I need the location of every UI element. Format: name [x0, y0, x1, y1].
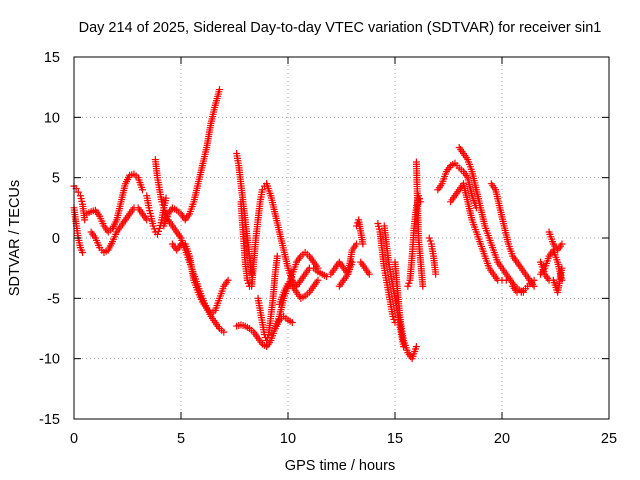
data-point: [258, 186, 266, 194]
series-arc-z: [412, 158, 427, 290]
series-arc-bb: [434, 159, 480, 212]
x-tick-label: 15: [387, 431, 403, 447]
y-tick-label: -10: [39, 352, 60, 368]
data-point: [153, 230, 161, 238]
data-point: [158, 198, 166, 206]
x-tick-label: 10: [280, 431, 296, 447]
data-point: [412, 343, 420, 351]
data-point: [558, 264, 566, 272]
series-arc-t: [357, 258, 373, 278]
y-tick-label: 0: [52, 231, 60, 247]
data-point: [352, 240, 360, 248]
data-point: [273, 252, 281, 260]
series-arc-x: [391, 258, 420, 363]
data-point: [74, 188, 82, 196]
y-tick-label: 5: [52, 171, 60, 187]
y-tick-label: -15: [39, 412, 60, 428]
x-tick-label: 25: [601, 431, 617, 447]
y-tick-label: 15: [44, 50, 60, 66]
data-point-interp: [264, 334, 272, 342]
series-arc-dd: [455, 144, 527, 296]
data-point-interp: [161, 207, 169, 215]
data-point-interp: [390, 315, 398, 323]
data-point: [558, 240, 566, 248]
data-point: [288, 318, 296, 326]
chart-title: Day 214 of 2025, Sidereal Day-to-day VTE…: [79, 20, 602, 36]
x-axis: 0 5 10 15 20 25: [70, 57, 617, 447]
series-arc-a: [70, 182, 89, 224]
data-point-interp: [426, 237, 434, 245]
series-arc-w: [380, 222, 408, 351]
series-arc-o: [263, 180, 331, 290]
data-point-interp: [155, 227, 163, 235]
y-axis-label: SDTVAR / TECUs: [7, 180, 23, 296]
data-point: [220, 328, 228, 336]
series-arc-cc: [447, 180, 510, 284]
series-arc-m: [248, 180, 271, 290]
series-arc-s: [335, 258, 356, 290]
series-arc-i: [177, 234, 228, 336]
y-tick-label: 10: [44, 110, 60, 126]
data-point: [419, 282, 427, 290]
series-arc-d: [87, 204, 151, 256]
series-arc-r: [327, 240, 360, 278]
data-point: [432, 270, 440, 278]
data-point: [425, 234, 433, 242]
data-point: [149, 222, 157, 230]
data-point: [404, 282, 412, 290]
data-point-interp: [405, 279, 413, 287]
data-point: [263, 337, 271, 345]
data-point: [143, 216, 151, 224]
data-point: [348, 258, 356, 266]
data-point-interp: [150, 225, 158, 233]
series-arc-u: [352, 216, 367, 248]
series-arc-n: [254, 252, 281, 345]
x-tick-label: 5: [177, 431, 185, 447]
data-point: [314, 276, 322, 284]
data-point-interp: [159, 201, 167, 209]
series-arc-hh: [537, 258, 566, 296]
series-arc-ii: [545, 228, 566, 254]
data-point: [530, 276, 538, 284]
y-axis: -15 -10 -5 0 5 10 15: [39, 50, 609, 428]
series-arc-c: [83, 170, 146, 236]
data-point: [138, 186, 146, 194]
data-point: [224, 276, 232, 284]
data-point: [359, 240, 367, 248]
data-point: [530, 282, 538, 290]
data-point: [216, 86, 224, 94]
data-point: [79, 248, 87, 256]
data-point: [365, 270, 373, 278]
data-points: [70, 86, 566, 363]
data-point: [323, 273, 331, 281]
series-arc-f: [151, 156, 185, 242]
data-point: [81, 216, 89, 224]
series-arc-q: [275, 276, 322, 308]
series-arc-h: [168, 240, 232, 318]
series-arc-p: [271, 248, 322, 332]
x-tick-label: 20: [494, 431, 510, 447]
series-arc-aa: [425, 234, 440, 278]
series-arc-v: [374, 220, 399, 326]
x-axis-label: GPS time / hours: [285, 458, 395, 474]
series-arc-ee: [487, 180, 538, 290]
data-point: [389, 312, 397, 320]
data-point: [160, 204, 168, 212]
data-point: [314, 264, 322, 272]
data-point-interp: [244, 279, 252, 287]
y-tick-label: -5: [47, 291, 60, 307]
series-arc-ff: [509, 276, 538, 296]
grid-lines: [74, 57, 609, 419]
data-point: [162, 194, 170, 202]
x-tick-label: 0: [70, 431, 78, 447]
series-arc-g: [160, 86, 224, 230]
